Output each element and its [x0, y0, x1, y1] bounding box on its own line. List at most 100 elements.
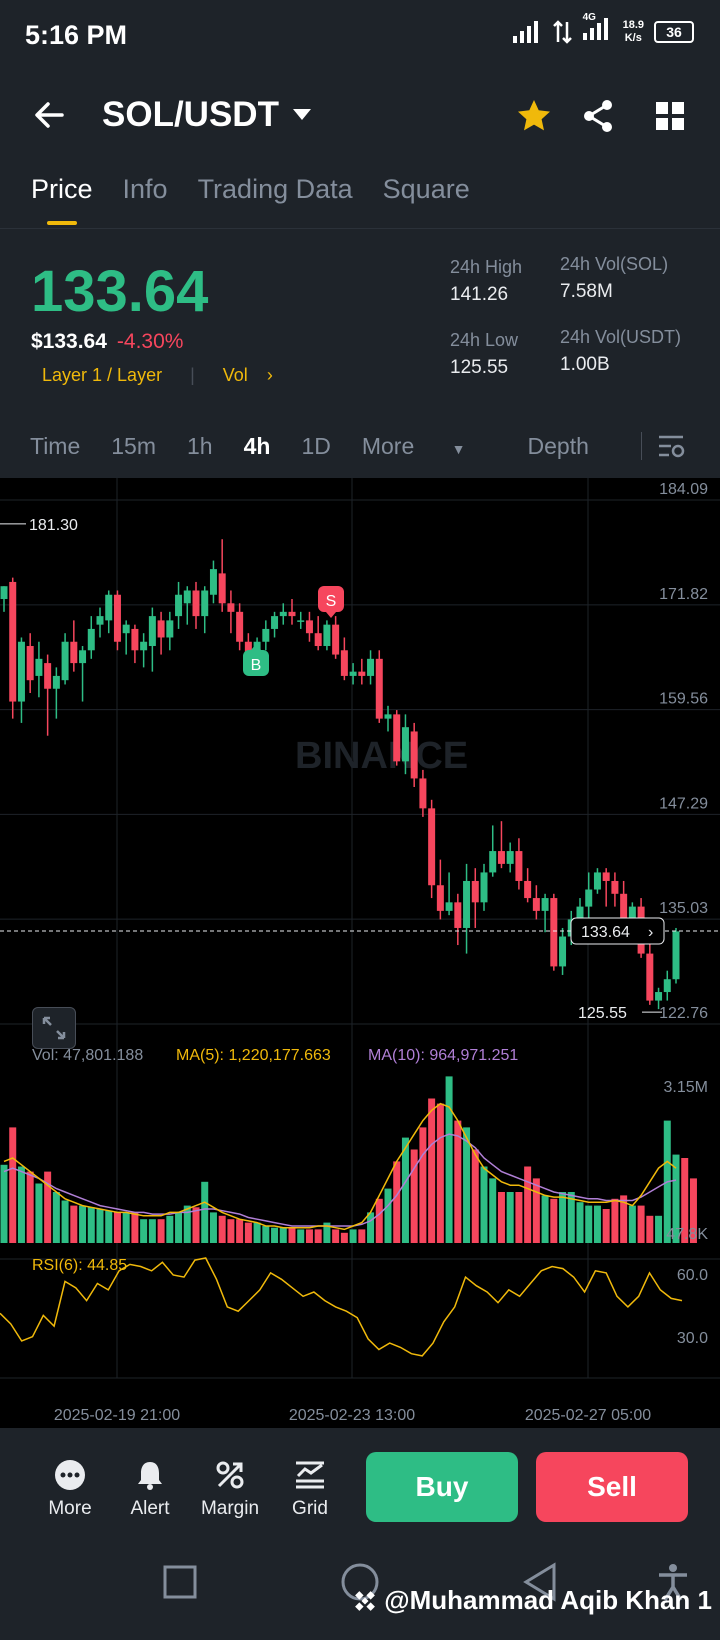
volume-bar — [436, 1103, 444, 1243]
stat-value: 141.26 — [450, 284, 509, 305]
price-change: -4.30% — [116, 330, 184, 353]
candle-body — [236, 611, 244, 642]
caret-down-icon: ▼ — [451, 441, 466, 457]
accessibility-icon[interactable] — [655, 1562, 691, 1602]
volume-bar — [166, 1215, 174, 1243]
recents-icon[interactable] — [162, 1564, 198, 1600]
watermark-text: @Muhammad Aqib Khan 1 — [384, 1585, 712, 1615]
volume-bar — [17, 1166, 25, 1243]
candle-body — [559, 936, 567, 967]
star-icon[interactable] — [514, 96, 554, 136]
grid-bot-button[interactable]: Grid — [274, 1458, 346, 1520]
share-icon[interactable] — [578, 96, 618, 136]
candle-body — [463, 880, 471, 928]
volume-bar — [279, 1227, 287, 1243]
stat-value: 125.55 — [450, 357, 509, 378]
candle-body — [541, 898, 549, 911]
current-price-label: 133.64 — [581, 924, 630, 941]
candle-body — [113, 594, 121, 642]
status-bar: 5:16 PM 4G 18.9 K/s 36 — [0, 0, 720, 70]
alert-button[interactable]: Alert — [114, 1458, 186, 1520]
caret-down-icon — [292, 109, 311, 120]
candle-body — [201, 590, 209, 617]
divider — [0, 228, 720, 229]
candle-body — [401, 727, 409, 762]
tab-info[interactable]: Info — [122, 174, 168, 204]
stat-value: 7.58M — [560, 281, 613, 302]
candle-body — [61, 641, 69, 681]
volume-bar — [550, 1198, 558, 1243]
user-watermark: @Muhammad Aqib Khan 1 — [352, 1585, 712, 1616]
price-axis-label: 122.76 — [659, 1005, 708, 1022]
margin-label: Margin — [200, 1498, 260, 1519]
expand-chart-button[interactable] — [32, 1007, 76, 1049]
candle-body — [52, 675, 60, 689]
candle-body — [585, 889, 593, 907]
interval-more[interactable]: More ▼ — [362, 433, 497, 460]
sell-button[interactable]: Sell — [536, 1452, 688, 1522]
candle-body — [445, 902, 453, 911]
status-icons: 4G 18.9 K/s 36 — [512, 12, 694, 45]
back-arrow-icon[interactable] — [30, 95, 70, 135]
volume-bar — [157, 1219, 165, 1243]
volume-bar — [262, 1226, 270, 1243]
interval-15m[interactable]: 15m — [111, 433, 157, 459]
current-price-tag — [570, 917, 665, 945]
candle-body — [349, 671, 357, 676]
interval-4h[interactable]: 4h — [243, 433, 271, 459]
candle-body — [471, 880, 479, 903]
candle-body — [646, 953, 654, 1001]
price-axis-label: 135.03 — [659, 900, 708, 917]
rsi-axis-top: 60.0 — [677, 1267, 708, 1284]
stat-label: 24h Vol(USDT) — [560, 327, 682, 347]
volume-bar — [314, 1229, 322, 1243]
ma10-label: MA(10): 964,971.251 — [368, 1047, 518, 1064]
network-4g: 4G — [582, 12, 613, 45]
margin-button[interactable]: Margin — [194, 1458, 266, 1520]
volume-bar — [332, 1229, 340, 1243]
tab-square[interactable]: Square — [382, 174, 470, 204]
candle-body — [209, 569, 217, 595]
chart-area[interactable]: BINANCE 184.09 171.82 159.56 147.29 135.03 12… — [0, 478, 720, 1428]
interval-time[interactable]: Time — [30, 433, 81, 459]
interval-1h[interactable]: 1h — [187, 433, 213, 459]
candle-body — [288, 611, 296, 617]
volume-bar — [297, 1229, 305, 1243]
volume-bar — [515, 1192, 523, 1243]
stat-label: 24h Vol(SOL) — [560, 254, 669, 274]
candle-body — [384, 714, 392, 719]
stat-24h-low: 24h Low 125.55 — [450, 330, 518, 379]
vol-link[interactable]: Vol › — [223, 365, 273, 386]
pair-selector[interactable]: SOL/USDT — [102, 95, 311, 135]
interval-1d[interactable]: 1D — [301, 433, 331, 459]
tab-price[interactable]: Price — [31, 174, 93, 225]
volume-bar — [419, 1127, 427, 1243]
candle-body — [358, 671, 366, 676]
usd-price: $133.64 — [31, 330, 107, 353]
candle-body — [663, 979, 671, 993]
rsi-line — [0, 1257, 683, 1357]
home-icon[interactable] — [340, 1562, 380, 1602]
low-marker-label: 125.55 — [578, 1005, 627, 1022]
depth-tab[interactable]: Depth — [527, 433, 589, 459]
divider-vertical — [641, 432, 642, 460]
tab-trading-data[interactable]: Trading Data — [197, 174, 353, 204]
high-marker-label: 181.30 — [29, 517, 78, 534]
date-label-3: 2025-02-27 05:00 — [525, 1407, 651, 1424]
volume-bar — [384, 1188, 392, 1243]
last-price: 133.64 — [31, 259, 209, 324]
rsi-axis-bottom: 30.0 — [677, 1330, 708, 1347]
layer-tag[interactable]: Layer 1 / Layer — [42, 365, 163, 385]
candlestick-chart[interactable]: BINANCE 184.09 171.82 159.56 147.29 135.03 12… — [0, 478, 720, 1428]
interval-more-label: More — [361, 433, 415, 459]
alert-label: Alert — [130, 1498, 170, 1519]
more-button[interactable]: More — [34, 1458, 106, 1520]
grid-icon[interactable] — [650, 96, 690, 136]
buy-button[interactable]: Buy — [366, 1452, 518, 1522]
chart-settings-icon[interactable] — [657, 432, 687, 460]
volume-bar — [454, 1120, 462, 1243]
volume-bar — [70, 1205, 78, 1243]
back-nav-icon[interactable] — [522, 1562, 558, 1602]
volume-bar — [401, 1137, 409, 1243]
volume-bar — [375, 1198, 383, 1243]
